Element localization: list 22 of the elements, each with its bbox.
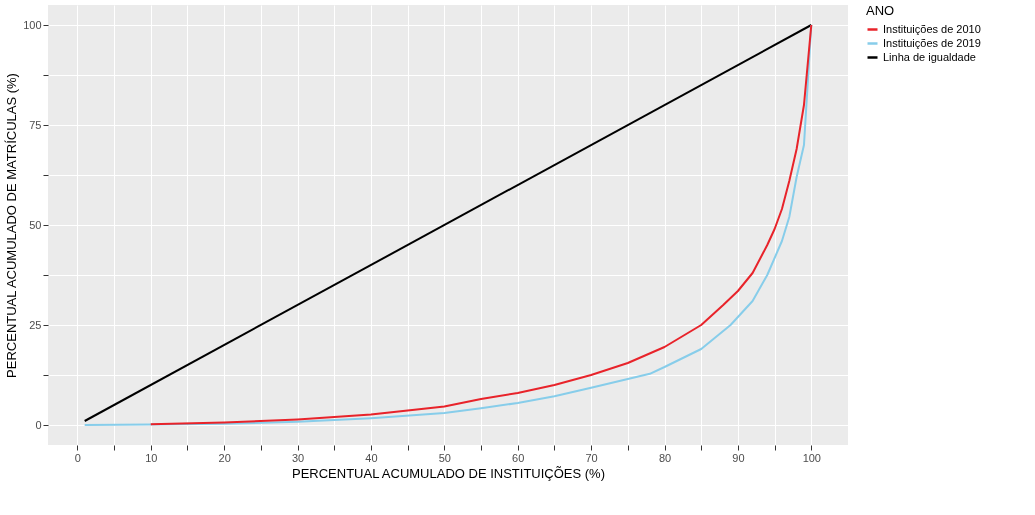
x-tick-label: 60 (512, 451, 525, 464)
y-tick-label: 0 (35, 418, 42, 431)
x-tick-label: 30 (291, 451, 305, 464)
x-tick-label: 100 (802, 451, 821, 464)
legend-label: Instituições de 2010 (883, 22, 981, 35)
x-tick-label: 0 (74, 451, 81, 464)
y-tick-label: 25 (29, 318, 42, 331)
x-axis-title: PERCENTUAL ACUMULADO DE INSTITUIÇÕES (%) (291, 465, 606, 481)
legend-title: ANO (866, 3, 895, 18)
x-tick-label: 80 (658, 451, 672, 464)
x-tick-label: 20 (218, 451, 231, 464)
y-tick-label: 100 (23, 18, 42, 31)
y-tick-label: 75 (29, 118, 42, 131)
y-tick-label: 50 (29, 218, 42, 231)
x-tick-label: 10 (145, 451, 158, 464)
x-tick-label: 50 (438, 451, 451, 464)
y-axis-title: PERCENTUAL ACUMULADO DE MATRÍCULAS (%) (4, 73, 20, 378)
x-tick-label: 90 (732, 451, 745, 464)
legend-label: Instituições de 2019 (883, 36, 981, 49)
legend-label: Linha de igualdade (883, 50, 976, 63)
x-tick-label: 70 (585, 451, 598, 464)
x-tick-label: 40 (365, 451, 378, 464)
